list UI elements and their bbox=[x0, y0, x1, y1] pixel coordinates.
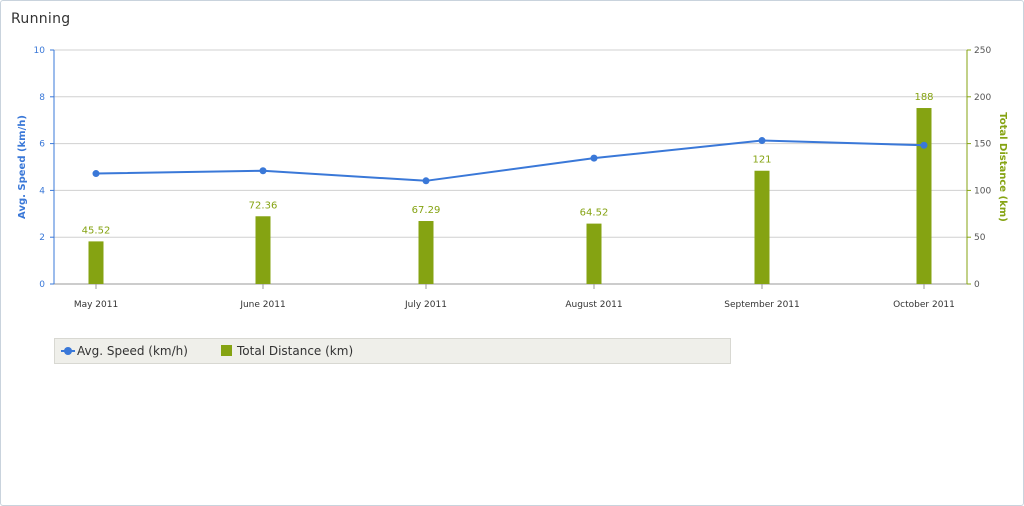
y-left-tick-label: 4 bbox=[39, 186, 45, 196]
y-left-axis-title: Avg. Speed (km/h) bbox=[17, 115, 28, 219]
y-right-tick-label: 0 bbox=[974, 280, 980, 290]
speed-point bbox=[422, 177, 430, 185]
distance-data-label: 72.36 bbox=[249, 200, 278, 211]
speed-point bbox=[259, 167, 267, 175]
distance-data-label: 64.52 bbox=[580, 208, 609, 219]
panel-title: Running bbox=[11, 11, 71, 27]
chart-legend: Avg. Speed (km/h) Total Distance (km) bbox=[54, 338, 731, 364]
speed-point bbox=[920, 141, 928, 149]
square-marker-icon bbox=[221, 345, 232, 356]
y-left-tick-label: 2 bbox=[39, 233, 45, 243]
distance-data-label: 45.52 bbox=[82, 225, 111, 236]
y-right-axis-title: Total Distance (km) bbox=[997, 112, 1008, 222]
y-left-tick-label: 8 bbox=[39, 93, 45, 103]
x-tick-label: September 2011 bbox=[724, 300, 800, 310]
y-right-tick-label: 100 bbox=[974, 186, 991, 196]
line-marker-icon bbox=[61, 347, 75, 355]
distance-bar bbox=[586, 223, 602, 284]
x-tick-label: July 2011 bbox=[404, 300, 447, 310]
distance-data-label: 188 bbox=[914, 92, 933, 103]
distance-bar bbox=[88, 241, 104, 284]
y-left-tick-label: 6 bbox=[39, 140, 45, 150]
distance-data-label: 67.29 bbox=[412, 205, 441, 216]
x-tick-label: June 2011 bbox=[239, 300, 285, 310]
y-right-tick-label: 250 bbox=[974, 46, 991, 56]
speed-point bbox=[590, 154, 598, 162]
distance-data-label: 121 bbox=[752, 155, 771, 166]
x-tick-label: October 2011 bbox=[893, 300, 955, 310]
x-tick-label: May 2011 bbox=[74, 300, 118, 310]
speed-point bbox=[758, 137, 766, 145]
distance-bar bbox=[754, 170, 770, 284]
legend-label-distance: Total Distance (km) bbox=[237, 344, 354, 358]
y-right-tick-label: 200 bbox=[974, 93, 991, 103]
legend-label-speed: Avg. Speed (km/h) bbox=[77, 344, 188, 358]
distance-bar bbox=[916, 108, 932, 284]
y-left-tick-label: 10 bbox=[34, 46, 46, 56]
distance-bar bbox=[418, 221, 434, 284]
speed-point bbox=[92, 170, 100, 178]
x-tick-label: August 2011 bbox=[565, 300, 622, 310]
y-right-tick-label: 50 bbox=[974, 233, 986, 243]
speed-series-line bbox=[95, 139, 925, 182]
distance-bar bbox=[255, 216, 271, 284]
y-left-tick-label: 0 bbox=[39, 280, 45, 290]
y-right-tick-label: 150 bbox=[974, 140, 991, 150]
